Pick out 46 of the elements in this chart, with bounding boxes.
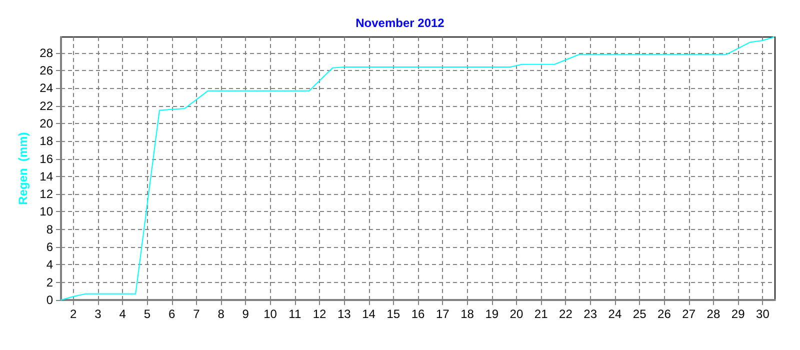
y-axis-title: Regen (mm) (16, 132, 30, 205)
x-tick-label: 2 (70, 307, 77, 321)
y-tick-label: 12 (40, 187, 54, 202)
x-tick-label: 29 (731, 307, 746, 321)
x-tick-label: 3 (94, 307, 102, 321)
x-tick-label: 15 (386, 307, 400, 321)
x-tick-label: 5 (144, 307, 151, 321)
x-tick-label: 19 (485, 307, 499, 321)
x-tick-label: 27 (682, 307, 696, 321)
y-tick-label: 2 (46, 275, 54, 290)
y-tick-label: 18 (40, 134, 54, 148)
x-tick-label: 28 (706, 307, 720, 321)
x-tick-label: 10 (264, 307, 278, 321)
y-tick-label: 8 (46, 222, 54, 236)
chart-title: November 2012 (356, 16, 445, 30)
y-tick-label: 6 (46, 240, 54, 254)
x-tick-label: 8 (218, 307, 225, 321)
x-tick-label: 26 (658, 307, 672, 321)
y-tick-label: 10 (40, 204, 54, 219)
x-tick-label: 30 (756, 307, 770, 321)
y-tick-label: 20 (40, 116, 54, 130)
x-tick-label: 24 (608, 307, 622, 321)
y-tick-label: 24 (40, 81, 54, 96)
x-tick-label: 4 (119, 307, 126, 321)
x-tick-label: 17 (436, 307, 450, 321)
x-tick-label: 13 (337, 307, 352, 321)
x-tick-label: 9 (242, 307, 250, 321)
y-tick-label: 28 (40, 46, 54, 60)
x-tick-label: 7 (193, 307, 200, 321)
x-tick-label: 23 (584, 307, 598, 321)
x-tick-label: 20 (510, 307, 524, 321)
y-tick-label: 22 (40, 98, 54, 113)
x-tick-label: 22 (559, 307, 573, 321)
y-tick-label: 16 (40, 152, 54, 166)
x-tick-label: 6 (168, 307, 176, 321)
x-tick-label: 11 (288, 307, 302, 321)
y-tick-label: 0 (46, 293, 54, 307)
y-tick-label: 26 (40, 64, 54, 78)
x-tick-label: 21 (534, 307, 548, 321)
y-tick-label: 14 (40, 169, 54, 184)
x-tick-label: 18 (460, 307, 474, 321)
x-tick-label: 25 (632, 307, 647, 321)
x-tick-label: 14 (362, 307, 376, 321)
y-tick-label: 4 (46, 258, 54, 272)
x-tick-label: 16 (411, 307, 425, 321)
x-tick-label: 12 (312, 307, 327, 321)
